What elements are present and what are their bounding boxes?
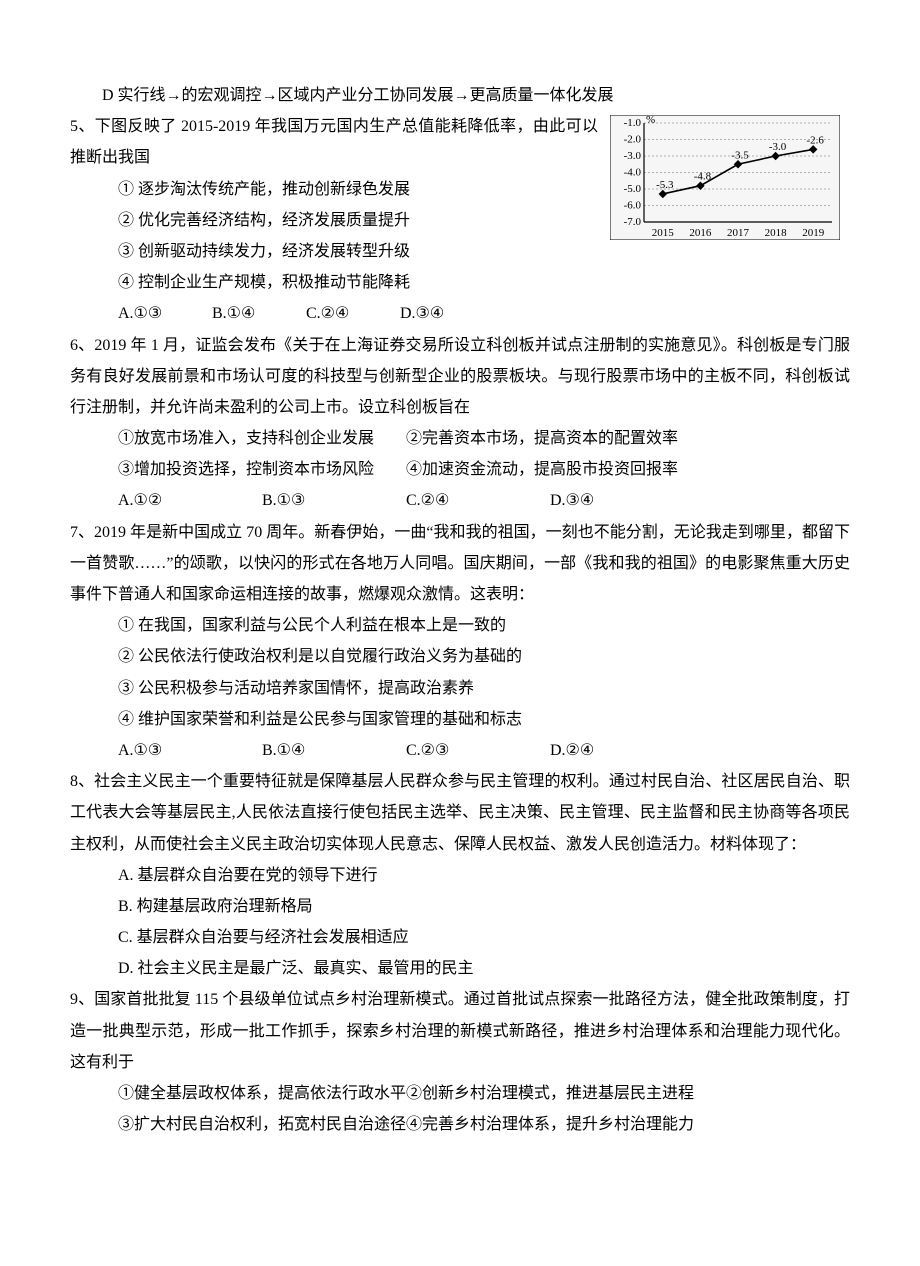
q6-choices: A.①② B.①③ C.②④ D.③④	[70, 485, 850, 516]
svg-text:2018: 2018	[765, 227, 788, 239]
q6-choice-b: B.①③	[262, 485, 402, 516]
q6-choice-c: C.②④	[406, 485, 546, 516]
q6-opts-row-1: ①放宽市场准入，支持科创企业发展 ②完善资本市场，提高资本的配置效率	[70, 423, 850, 454]
q7-stem: 7、2019 年是新中国成立 70 周年。新春伊始，一曲“我和我的祖国，一刻也不…	[70, 517, 850, 611]
q8-stem: 8、社会主义民主一个重要特征就是保障基层人民群众参与民主管理的权利。通过村民自治…	[70, 766, 850, 860]
q7-choice-d: D.②④	[550, 735, 690, 766]
q6-stem: 6、2019 年 1 月，证监会发布《关于在上海证券交易所设立科创板并试点注册制…	[70, 330, 850, 424]
svg-text:-4.8: -4.8	[694, 171, 712, 183]
q5-choice-a: A.①③	[118, 298, 208, 329]
q5-choice-d: D.③④	[400, 298, 490, 329]
svg-text:-1.0: -1.0	[624, 117, 642, 129]
q9-opts-row-1: ①健全基层政权体系，提高依法行政水平②创新乡村治理模式，推进基层民主进程	[70, 1078, 850, 1109]
svg-text:-5.0: -5.0	[624, 183, 642, 195]
svg-text:2016: 2016	[689, 227, 712, 239]
svg-text:-3.5: -3.5	[731, 149, 749, 161]
prev-option-d: D 实行线→的宏观调控→区域内产业分工协同发展→更高质量一体化发展	[70, 80, 850, 111]
q7-opt-3: ③ 公民积极参与活动培养家国情怀，提高政治素养	[70, 673, 850, 704]
q7-choice-c: C.②③	[406, 735, 546, 766]
q5-choice-c: C.②④	[306, 298, 396, 329]
q8-opt-c: C. 基层群众自治要与经济社会发展相适应	[70, 922, 850, 953]
svg-text:-2.6: -2.6	[806, 135, 824, 147]
q6-choice-a: A.①②	[118, 485, 258, 516]
q7-opt-2: ② 公民依法行使政治权利是以自觉履行政治义务为基础的	[70, 641, 850, 672]
q5-chart: -1.0 -2.0 -3.0 -4.0 -5.0 -6.0 -7.0% 2015 2016 201…	[610, 115, 840, 251]
svg-text:-5.3: -5.3	[656, 179, 674, 191]
svg-text:-2.0: -2.0	[624, 134, 642, 146]
q6-choice-d: D.③④	[550, 485, 690, 516]
svg-text:-6.0: -6.0	[624, 200, 642, 212]
q7-choices: A.①③ B.①④ C.②③ D.②④	[70, 735, 850, 766]
svg-text:2017: 2017	[727, 227, 750, 239]
svg-text:2019: 2019	[802, 227, 825, 239]
q7-opt-1: ① 在我国，国家利益与公民个人利益在根本上是一致的	[70, 610, 850, 641]
q7-opt-4: ④ 维护国家荣誉和利益是公民参与国家管理的基础和标志	[70, 704, 850, 735]
q5-choice-b: B.①④	[212, 298, 302, 329]
q9-opts-row-2: ③扩大村民自治权利，拓宽村民自治途径④完善乡村治理体系，提升乡村治理能力	[70, 1109, 850, 1140]
svg-text:%: %	[646, 115, 655, 126]
q9-stem: 9、国家首批批复 115 个县级单位试点乡村治理新模式。通过首批试点探索一批路径…	[70, 984, 850, 1078]
q8-opt-b: B. 构建基层政府治理新格局	[70, 891, 850, 922]
q6-opts-row-2: ③增加投资选择，控制资本市场风险 ④加速资金流动，提高股市投资回报率	[70, 454, 850, 485]
q8-opt-a: A. 基层群众自治要在党的领导下进行	[70, 860, 850, 891]
svg-text:-7.0: -7.0	[624, 216, 642, 228]
svg-text:-4.0: -4.0	[624, 167, 642, 179]
q7-choice-a: A.①③	[118, 735, 258, 766]
q5-choices: A.①③ B.①④ C.②④ D.③④	[70, 298, 850, 329]
svg-text:2015: 2015	[652, 227, 675, 239]
svg-text:-3.0: -3.0	[769, 141, 787, 153]
q8-opt-d: D. 社会主义民主是最广泛、最真实、最管用的民主	[70, 953, 850, 984]
q5-opt-4: ④ 控制企业生产规模，积极推动节能降耗	[70, 267, 850, 298]
q7-choice-b: B.①④	[262, 735, 402, 766]
svg-text:-3.0: -3.0	[624, 150, 642, 162]
